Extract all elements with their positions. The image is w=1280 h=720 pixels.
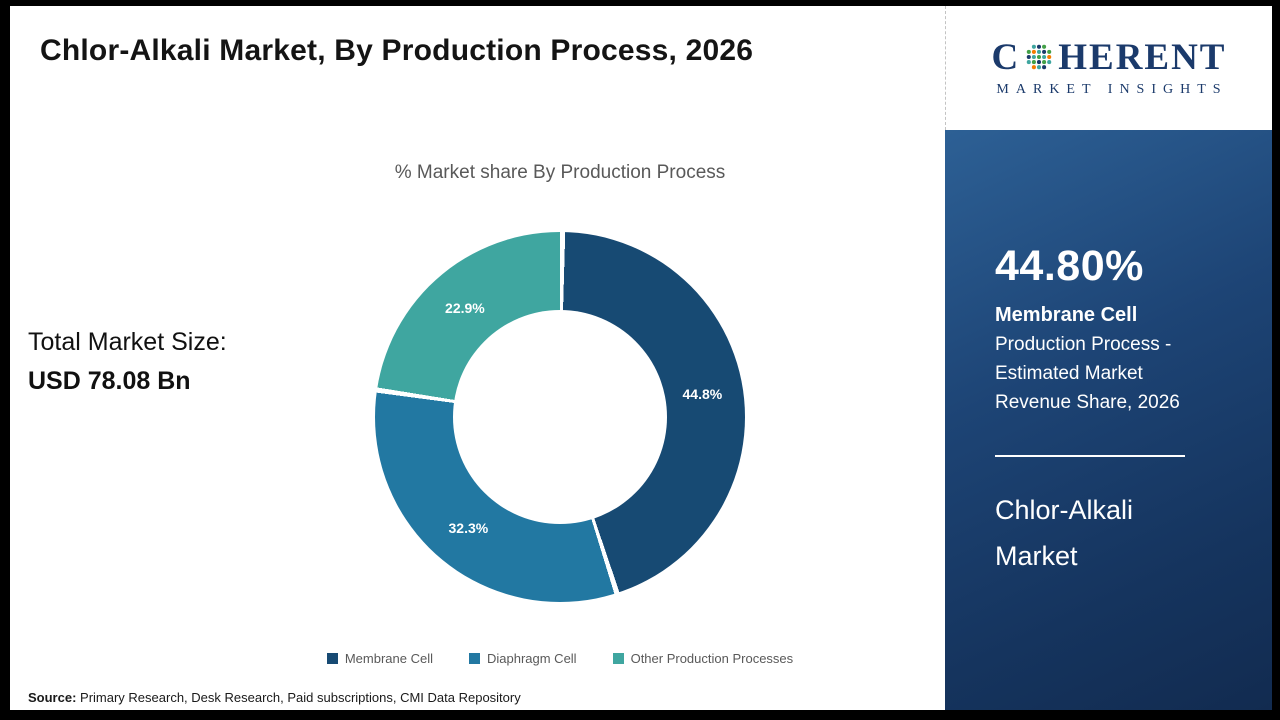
legend-item-diaphragm-cell: Diaphragm Cell — [468, 651, 577, 666]
donut-chart: 44.8% 32.3% 22.9% — [375, 232, 745, 602]
stat-panel: 44.80% Membrane Cell Production Process … — [945, 130, 1272, 710]
legend-marker-diaphragm-cell — [468, 653, 480, 664]
legend-label: Membrane Cell — [344, 651, 433, 666]
slice-label-other-processes: 22.9% — [445, 300, 485, 317]
market-name: Chlor-Alkali Market — [995, 487, 1242, 579]
stat-description: Membrane Cell Production Process - Estim… — [995, 301, 1242, 417]
stat-value: 44.80% — [995, 242, 1144, 290]
sidebar: C HERENT MARKET INSIGHTS 44.80% Membrane… — [945, 6, 1272, 710]
legend-label: Other Production Processes — [630, 651, 794, 666]
donut-hole — [453, 310, 667, 524]
legend-marker-membrane-cell — [326, 653, 338, 664]
chart-subtitle: % Market share By Production Process — [394, 162, 726, 183]
legend-item-other-processes: Other Production Processes — [612, 651, 794, 666]
divider — [995, 455, 1185, 457]
chart-legend: Membrane Cell Diaphragm Cell Other Produ… — [160, 651, 960, 666]
slice-label-membrane-cell: 44.8% — [682, 385, 723, 402]
slice-label-diaphragm-cell: 32.3% — [448, 520, 489, 537]
legend-label: Diaphragm Cell — [486, 651, 577, 666]
total-market-size-value: USD 78.08 Bn — [28, 367, 191, 395]
legend-item-membrane-cell: Membrane Cell — [326, 651, 433, 666]
stat-title: Membrane Cell — [995, 304, 1138, 326]
stat-line: Production Process - — [995, 334, 1172, 355]
page-title: Chlor-Alkali Market, By Production Proce… — [40, 34, 754, 67]
source-line: Source: Primary Research, Desk Research,… — [28, 690, 521, 705]
logo-letter-c: C — [991, 36, 1021, 78]
page-frame: Chlor-Alkali Market, By Production Proce… — [10, 6, 1272, 710]
logo-letters-rest: HERENT — [1058, 36, 1227, 78]
total-market-size-block: Total Market Size: USD 78.08 Bn — [28, 328, 227, 396]
market-name-line2: Market — [995, 541, 1078, 571]
market-name-line1: Chlor-Alkali — [995, 495, 1134, 525]
source-text: Primary Research, Desk Research, Paid su… — [76, 690, 521, 705]
main-panel: Chlor-Alkali Market, By Production Proce… — [10, 6, 945, 710]
stat-line: Revenue Share, 2026 — [995, 392, 1180, 413]
brand-logo: C HERENT MARKET INSIGHTS — [945, 6, 1272, 130]
globe-logo-icon — [1026, 44, 1052, 70]
legend-marker-other-processes — [612, 653, 624, 664]
stat-line: Estimated Market — [995, 363, 1143, 384]
logo-wordmark: C HERENT — [992, 39, 1227, 76]
total-market-size-label: Total Market Size: — [28, 328, 227, 356]
source-label: Source: — [28, 690, 77, 705]
logo-tagline: MARKET INSIGHTS — [996, 81, 1228, 97]
